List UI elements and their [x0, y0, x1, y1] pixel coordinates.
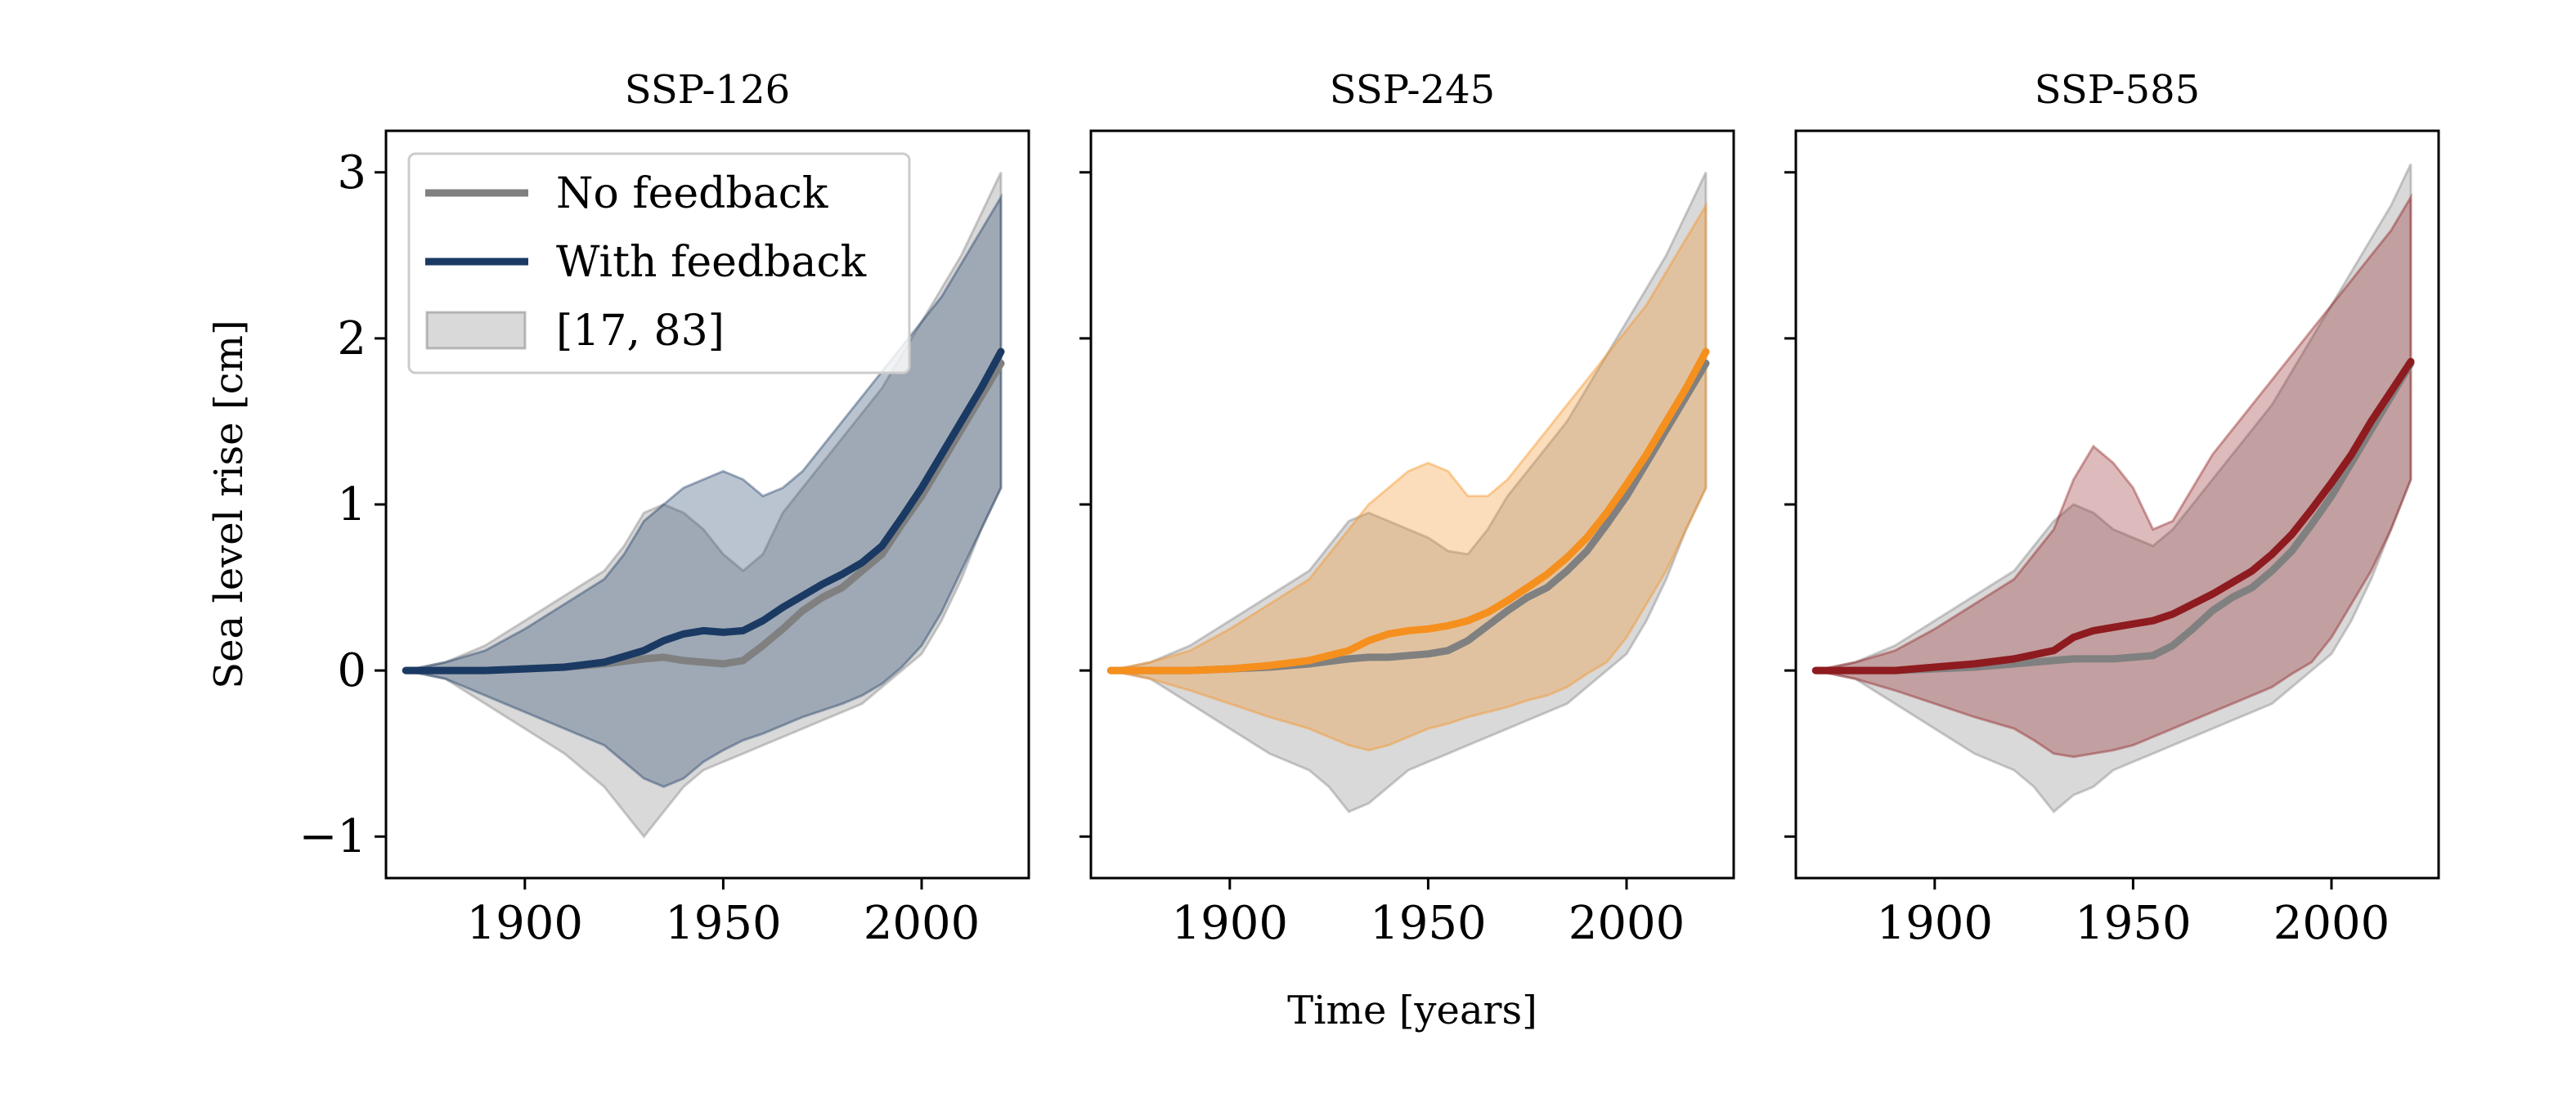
x-ticks: 1900 1950 2000	[1172, 878, 1685, 950]
y-tick-label: 3	[337, 146, 366, 199]
band-with-feedback	[1815, 192, 2412, 759]
x-ticks: 1900 1950 2000	[467, 878, 981, 950]
x-tick-label: 1950	[1370, 897, 1487, 950]
band-no-feedback	[1110, 172, 1708, 813]
band-no-feedback	[1815, 163, 2412, 813]
y-tick-label: 0	[337, 644, 366, 697]
x-ticks: 1900 1950 2000	[1877, 878, 2390, 950]
series-lines	[1106, 347, 1710, 675]
line-with-feedback	[402, 347, 1005, 675]
y-axis-label: Sea level rise [cm]	[206, 320, 252, 689]
y-tick-label: 2	[337, 312, 366, 365]
series-lines	[402, 347, 1005, 675]
legend-label-band: [17, 83]	[556, 307, 725, 356]
x-tick-label: 1900	[467, 897, 584, 950]
y-tick-label: −1	[298, 810, 366, 863]
legend-label-no-feedback: No feedback	[556, 169, 828, 218]
x-tick-label: 2000	[864, 897, 981, 950]
x-tick-label: 1900	[1172, 897, 1289, 950]
x-tick-label: 1950	[2075, 897, 2192, 950]
uncertainty-bands	[1110, 172, 1708, 813]
y-ticks	[1079, 171, 1091, 838]
band-with-feedback	[405, 192, 1003, 788]
x-tick-label: 1900	[1877, 897, 1994, 950]
band-with-feedback	[1110, 200, 1708, 752]
x-tick-label: 2000	[1568, 897, 1685, 950]
y-ticks: −1 0 1 2 3	[298, 146, 386, 863]
y-ticks	[1784, 171, 1796, 838]
panel-title: SSP-245	[1330, 67, 1495, 113]
uncertainty-bands	[1815, 163, 2412, 813]
x-tick-label: 1950	[665, 897, 782, 950]
line-with-feedback	[1106, 347, 1710, 675]
legend: No feedback With feedback [17, 83]	[407, 152, 911, 374]
x-tick-label: 2000	[2273, 897, 2390, 950]
x-axis-label: Time [years]	[1287, 988, 1537, 1033]
panel-ssp-585: SSP-585 1900 1950 2000	[1784, 67, 2440, 950]
legend-label-with-feedback: With feedback	[556, 238, 867, 287]
line-with-feedback	[1811, 357, 2415, 675]
panel-ssp-126: SSP-126 1900 1950 2000 −1 0 1 2 3 No feedback …	[298, 67, 1030, 950]
legend-box	[407, 152, 911, 374]
panel-title: SSP-126	[625, 67, 790, 113]
panel-title: SSP-585	[2035, 67, 2200, 113]
y-tick-label: 1	[337, 478, 366, 531]
series-lines	[1811, 357, 2415, 675]
panel-ssp-245: SSP-245 1900 1950 2000	[1079, 67, 1735, 950]
legend-swatch-band	[425, 311, 527, 350]
